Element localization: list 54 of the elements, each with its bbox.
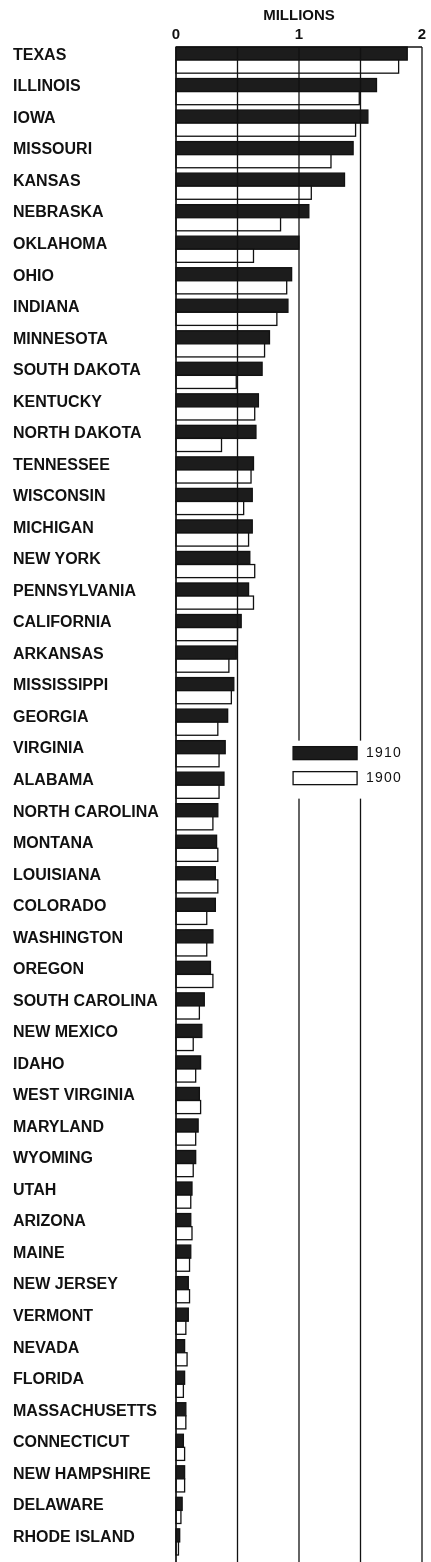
- y-tick-label: OREGON: [13, 960, 85, 978]
- y-tick-label: WEST VIRGINIA: [13, 1086, 136, 1104]
- x-tick-label: 2: [417, 25, 427, 42]
- y-tick-label: CALIFORNIA: [13, 613, 113, 631]
- y-tick-label: IDAHO: [13, 1054, 65, 1072]
- y-tick-label: MISSOURI: [13, 140, 93, 158]
- y-tick-label: MINNESOTA: [13, 329, 109, 347]
- y-tick-label: NORTH DAKOTA: [13, 424, 143, 442]
- y-tick-label: IOWA: [13, 108, 57, 126]
- y-tick-label: DELAWARE: [13, 1496, 104, 1514]
- y-tick-label: WISCONSIN: [13, 487, 106, 505]
- y-tick-label: KENTUCKY: [13, 392, 103, 410]
- y-tick-label: GEORGIA: [13, 707, 90, 725]
- x-tick-label: 0: [171, 25, 181, 42]
- y-tick-label: SOUTH DAKOTA: [13, 361, 142, 379]
- y-tick-label: MISSISSIPPI: [13, 676, 109, 694]
- y-tick-label: MAINE: [13, 1243, 65, 1261]
- y-tick-label: ALABAMA: [13, 771, 95, 789]
- y-tick-label: NEW MEXICO: [13, 1023, 118, 1041]
- y-tick-label: VERMONT: [13, 1306, 94, 1324]
- y-tick-label: PENNSYLVANIA: [13, 581, 137, 599]
- y-tick-label: MICHIGAN: [13, 518, 94, 536]
- y-tick-label: MARYLAND: [13, 1117, 104, 1135]
- y-tick-label: SOUTH CAROLINA: [13, 991, 159, 1009]
- y-tick-label: NEW JERSEY: [13, 1275, 119, 1293]
- y-tick-label: TEXAS: [13, 45, 67, 63]
- y-tick-label: KANSAS: [13, 171, 81, 189]
- y-tick-label: WASHINGTON: [13, 928, 123, 946]
- y-tick-label: WYOMING: [13, 1149, 93, 1167]
- legend-label: 1910: [366, 744, 403, 761]
- y-tick-label: RHODE ISLAND: [13, 1527, 135, 1545]
- y-tick-label: NEBRASKA: [13, 203, 105, 221]
- y-tick-label: FLORIDA: [13, 1370, 85, 1388]
- y-tick-label: INDIANA: [13, 298, 81, 316]
- y-tick-label: COLORADO: [13, 897, 107, 915]
- y-tick-label: TENNESSEE: [13, 455, 111, 473]
- y-tick-label: NEVADA: [13, 1338, 80, 1356]
- y-tick-label: OKLAHOMA: [13, 235, 108, 253]
- x-tick-label: 1: [294, 25, 304, 42]
- x-axis-title: MILLIONS: [263, 6, 335, 23]
- y-tick-label: ILLINOIS: [13, 77, 81, 95]
- y-tick-label: ARIZONA: [13, 1212, 87, 1230]
- y-tick-label: LOUISIANA: [13, 865, 102, 883]
- legend-label: 1900: [366, 769, 403, 786]
- y-tick-label: OHIO: [13, 266, 54, 284]
- y-tick-label: UTAH: [13, 1180, 57, 1198]
- y-tick-label: CONNECTICUT: [13, 1433, 130, 1451]
- y-tick-label: ARKANSAS: [13, 644, 104, 662]
- y-tick-label: MONTANA: [13, 834, 95, 852]
- y-tick-label: MASSACHUSETTS: [13, 1401, 158, 1419]
- y-tick-label: NEW YORK: [13, 550, 102, 568]
- y-tick-label: VIRGINIA: [13, 739, 85, 757]
- y-tick-label: NEW HAMPSHIRE: [13, 1464, 152, 1482]
- y-tick-label: NORTH CAROLINA: [13, 802, 160, 820]
